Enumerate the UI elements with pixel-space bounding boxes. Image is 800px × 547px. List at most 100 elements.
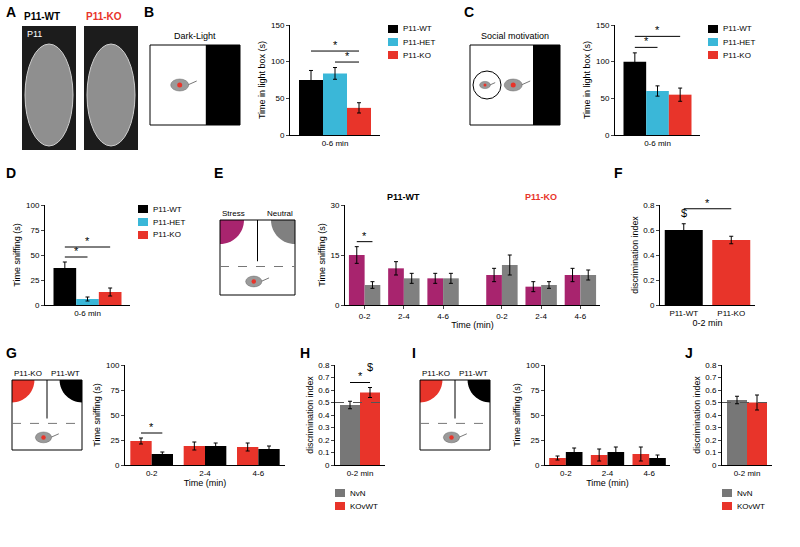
svg-text:P11-WT: P11-WT bbox=[387, 192, 420, 202]
svg-text:KOvWT: KOvWT bbox=[350, 502, 378, 511]
svg-text:0-2: 0-2 bbox=[496, 312, 508, 321]
svg-text:Time in light box (s): Time in light box (s) bbox=[257, 41, 267, 119]
svg-text:2-4: 2-4 bbox=[199, 469, 211, 478]
svg-text:J: J bbox=[685, 345, 693, 361]
svg-text:0: 0 bbox=[605, 131, 610, 140]
svg-text:0-6 min: 0-6 min bbox=[322, 139, 349, 148]
svg-text:discrimination index: discrimination index bbox=[630, 216, 640, 294]
svg-text:P11-KO: P11-KO bbox=[14, 369, 42, 378]
svg-text:discrimination index: discrimination index bbox=[692, 376, 702, 454]
svg-text:$: $ bbox=[367, 361, 373, 373]
svg-text:P11-WT: P11-WT bbox=[723, 24, 752, 33]
svg-text:0: 0 bbox=[35, 301, 40, 310]
svg-text:*: * bbox=[333, 39, 338, 51]
svg-text:25: 25 bbox=[530, 436, 539, 445]
svg-text:NvN: NvN bbox=[350, 489, 366, 498]
svg-text:0-2: 0-2 bbox=[560, 469, 572, 478]
svg-text:50: 50 bbox=[30, 251, 39, 260]
svg-text:50: 50 bbox=[530, 411, 539, 420]
svg-text:0.8: 0.8 bbox=[318, 361, 330, 370]
svg-text:D: D bbox=[6, 165, 16, 181]
svg-text:0: 0 bbox=[335, 301, 340, 310]
svg-text:0.2: 0.2 bbox=[705, 436, 717, 445]
svg-text:75: 75 bbox=[110, 386, 119, 395]
svg-text:P11-HET: P11-HET bbox=[403, 38, 435, 47]
svg-text:0.2: 0.2 bbox=[643, 276, 655, 285]
svg-text:*: * bbox=[149, 421, 154, 433]
svg-text:30: 30 bbox=[330, 201, 339, 210]
svg-text:0: 0 bbox=[650, 301, 655, 310]
svg-text:P11-KO: P11-KO bbox=[153, 230, 181, 239]
svg-text:P11-KO: P11-KO bbox=[717, 309, 745, 318]
svg-text:P11-WT: P11-WT bbox=[459, 369, 488, 378]
svg-text:*: * bbox=[644, 35, 649, 47]
svg-text:50: 50 bbox=[275, 94, 284, 103]
svg-text:P11-HET: P11-HET bbox=[153, 218, 185, 227]
svg-text:0.3: 0.3 bbox=[705, 423, 717, 432]
svg-text:150: 150 bbox=[596, 21, 610, 30]
svg-text:A: A bbox=[6, 4, 16, 20]
svg-text:Stress: Stress bbox=[222, 209, 245, 218]
svg-text:0: 0 bbox=[712, 461, 717, 470]
svg-text:P11-WT: P11-WT bbox=[153, 205, 182, 214]
svg-text:P11-WT: P11-WT bbox=[24, 11, 60, 22]
svg-text:KOvWT: KOvWT bbox=[737, 502, 765, 511]
svg-text:Time in light box (s): Time in light box (s) bbox=[582, 41, 592, 119]
svg-text:P11-WT: P11-WT bbox=[51, 369, 80, 378]
svg-text:0.4: 0.4 bbox=[643, 251, 655, 260]
svg-text:0.8: 0.8 bbox=[705, 361, 717, 370]
svg-text:*: * bbox=[362, 230, 367, 242]
svg-text:P11-KO: P11-KO bbox=[422, 369, 450, 378]
svg-text:P11-KO: P11-KO bbox=[723, 51, 751, 60]
svg-text:0: 0 bbox=[535, 461, 540, 470]
svg-text:Time sniffing (s): Time sniffing (s) bbox=[92, 383, 102, 447]
svg-text:2-4: 2-4 bbox=[602, 469, 614, 478]
svg-text:0.6: 0.6 bbox=[318, 386, 330, 395]
svg-text:P11-WT: P11-WT bbox=[403, 24, 432, 33]
svg-text:2-4: 2-4 bbox=[535, 312, 547, 321]
svg-text:50: 50 bbox=[110, 411, 119, 420]
svg-text:0-2: 0-2 bbox=[359, 312, 371, 321]
svg-text:0.7: 0.7 bbox=[705, 373, 717, 382]
svg-text:4-6: 4-6 bbox=[643, 469, 655, 478]
svg-text:4-6: 4-6 bbox=[575, 312, 587, 321]
svg-text:*: * bbox=[705, 197, 710, 209]
svg-text:25: 25 bbox=[30, 276, 39, 285]
svg-text:0.4: 0.4 bbox=[318, 411, 330, 420]
svg-text:100: 100 bbox=[596, 57, 610, 66]
svg-text:2-4: 2-4 bbox=[398, 312, 410, 321]
svg-text:75: 75 bbox=[30, 226, 39, 235]
svg-text:100: 100 bbox=[271, 57, 285, 66]
svg-text:100: 100 bbox=[526, 361, 540, 370]
svg-text:0.6: 0.6 bbox=[705, 386, 717, 395]
svg-text:15: 15 bbox=[330, 251, 339, 260]
svg-text:NvN: NvN bbox=[737, 489, 753, 498]
svg-text:P11-KO: P11-KO bbox=[86, 11, 122, 22]
svg-text:0-6 min: 0-6 min bbox=[74, 309, 101, 318]
svg-text:*: * bbox=[345, 50, 350, 62]
svg-text:Time sniffing (s): Time sniffing (s) bbox=[512, 383, 522, 447]
svg-text:100: 100 bbox=[106, 361, 120, 370]
svg-text:P11: P11 bbox=[27, 29, 42, 39]
svg-text:F: F bbox=[614, 165, 623, 181]
svg-text:50: 50 bbox=[600, 94, 609, 103]
svg-text:0-2 min: 0-2 min bbox=[692, 318, 722, 328]
svg-text:E: E bbox=[214, 165, 223, 181]
svg-text:0.6: 0.6 bbox=[643, 226, 655, 235]
svg-text:0.1: 0.1 bbox=[705, 448, 717, 457]
svg-text:*: * bbox=[74, 245, 79, 257]
svg-text:0.5: 0.5 bbox=[318, 398, 330, 407]
svg-text:0.1: 0.1 bbox=[318, 448, 330, 457]
svg-text:0-2 min: 0-2 min bbox=[347, 469, 374, 478]
svg-text:I: I bbox=[412, 345, 416, 361]
svg-text:75: 75 bbox=[530, 386, 539, 395]
svg-text:P11-KO: P11-KO bbox=[525, 192, 557, 202]
svg-text:*: * bbox=[358, 370, 363, 382]
svg-text:discrimination index: discrimination index bbox=[305, 376, 315, 454]
svg-text:4-6: 4-6 bbox=[253, 469, 265, 478]
svg-text:P11-HET: P11-HET bbox=[723, 38, 755, 47]
svg-text:Time (min): Time (min) bbox=[451, 320, 494, 330]
svg-text:C: C bbox=[464, 4, 474, 20]
svg-text:0-2: 0-2 bbox=[146, 469, 158, 478]
svg-text:P11-KO: P11-KO bbox=[403, 51, 431, 60]
